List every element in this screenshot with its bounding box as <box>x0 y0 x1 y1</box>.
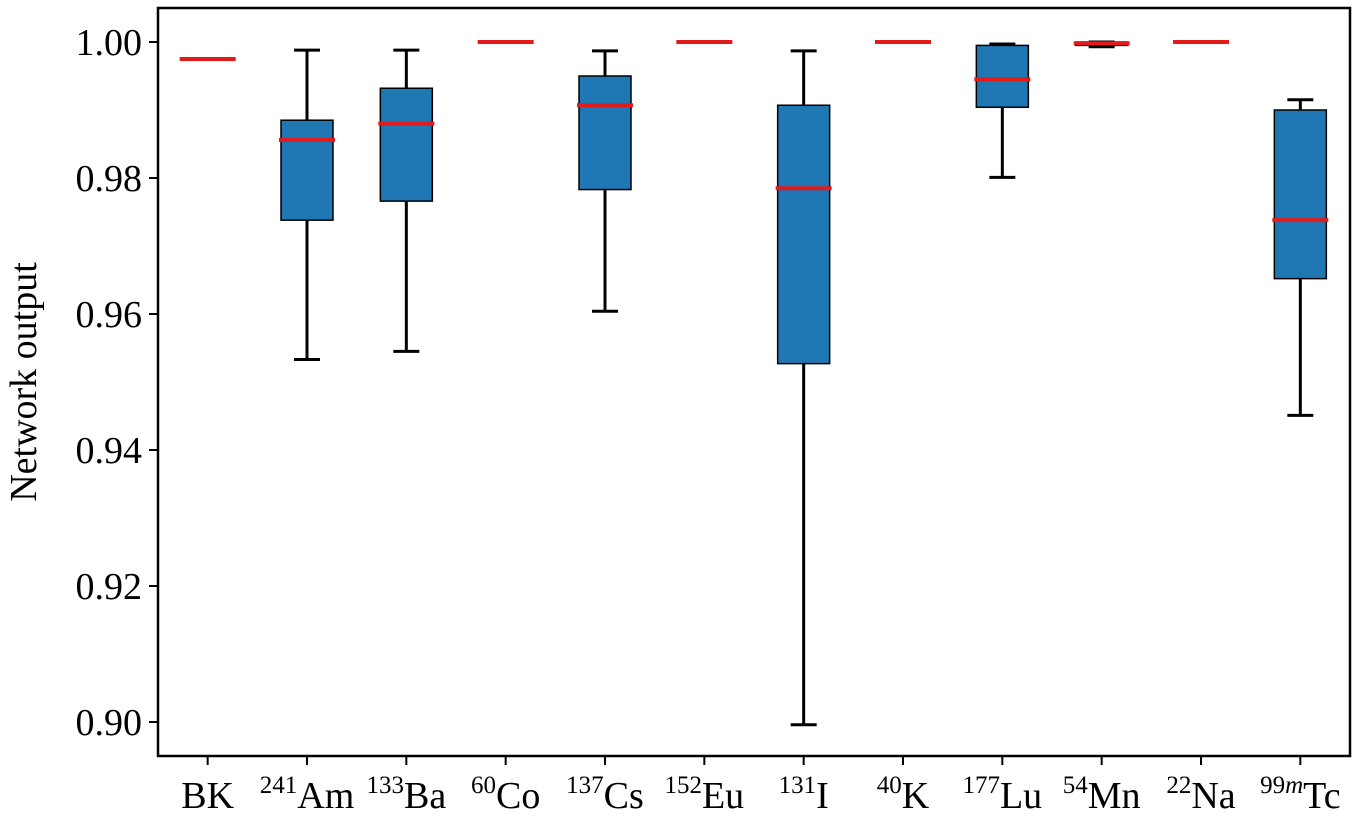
box-2 <box>378 48 435 353</box>
x-tick-label: 60Co <box>471 772 540 817</box>
box-iqr <box>578 75 632 191</box>
box-iqr <box>280 119 334 221</box>
box-iqr <box>379 87 434 202</box>
x-tick-label: 177Lu <box>962 772 1042 817</box>
x-tick-label: 54Mn <box>1063 772 1141 817</box>
y-axis-title: Network output <box>3 262 45 502</box>
x-tick-label-superscript: 22 <box>1166 772 1191 799</box>
x-tick-label: 152Eu <box>664 772 744 817</box>
x-tick-label-base: Na <box>1191 775 1235 817</box>
x-tick-label-base: Cs <box>604 775 644 817</box>
box-iqr <box>975 44 1030 109</box>
y-tick-label: 0.90 <box>76 702 143 744</box>
x-tick-label-base: Mn <box>1088 775 1141 817</box>
box-4 <box>577 49 633 313</box>
boxes-layer <box>179 40 1329 727</box>
x-tick-label: BK <box>181 775 234 817</box>
box-9 <box>1073 40 1130 49</box>
x-tick-label-base: Eu <box>702 775 744 817</box>
x-tick-label-superscript: 40 <box>877 772 902 799</box>
y-tick-label: 0.98 <box>76 158 143 200</box>
x-tick-label-base: K <box>902 775 930 817</box>
x-tick-label-superscript: 60 <box>471 772 496 799</box>
x-tick-label-base: Ba <box>404 775 446 817</box>
x-tick-label: 40K <box>877 772 930 817</box>
x-tick-label: 241Am <box>260 772 355 817</box>
box-6 <box>775 49 832 727</box>
x-tick-label-base: I <box>816 775 829 817</box>
y-tick-label: 0.94 <box>76 430 143 472</box>
x-tick-label: 22Na <box>1166 772 1235 817</box>
x-tick-label-superscript: 241 <box>260 772 298 799</box>
x-tick-label-base: Am <box>297 775 354 817</box>
x-tick-label: 99mTc <box>1260 772 1341 817</box>
x-tick-label-base: Lu <box>1000 775 1042 817</box>
x-tick-label-superscript: 54 <box>1063 772 1089 799</box>
x-tick-label-superscript: 137 <box>566 772 604 799</box>
box-11 <box>1272 98 1329 417</box>
y-tick-label: 1.00 <box>76 22 143 64</box>
box-iqr <box>1273 109 1328 280</box>
box-1 <box>279 48 335 362</box>
x-tick-label-superscript: 152 <box>664 772 702 799</box>
plot-frame <box>156 6 1352 758</box>
x-tick-label: 133Ba <box>366 772 446 817</box>
y-axis: 0.90 0.92 0.94 0.96 0.98 1.00 <box>76 22 158 744</box>
x-tick-label-superscript: 131 <box>779 772 817 799</box>
box-8 <box>974 42 1031 179</box>
x-tick-label-superscript: 133 <box>366 772 404 799</box>
x-tick-label-superscript: 177 <box>962 772 1000 799</box>
y-tick-label: 0.92 <box>76 566 143 608</box>
box-iqr <box>776 104 831 365</box>
y-tick-label: 0.96 <box>76 294 143 336</box>
x-tick-label-base: Co <box>496 775 540 817</box>
x-tick-label-base: Tc <box>1303 775 1340 817</box>
x-tick-label: 137Cs <box>566 772 644 817</box>
x-tick-label: 131I <box>779 772 829 817</box>
x-axis: BK 241Am 133Ba 60Co 137Cs 152Eu 131I 40K 177Lu 54… <box>181 756 1341 817</box>
x-tick-label-superscript: 99m <box>1260 772 1303 799</box>
